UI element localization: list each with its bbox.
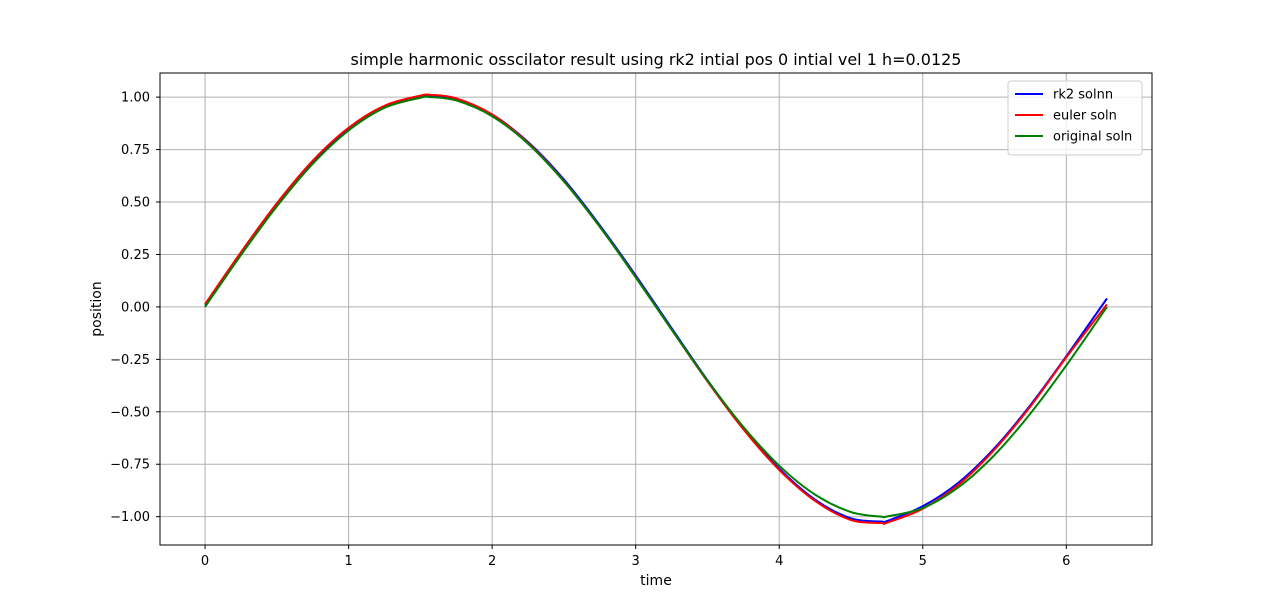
y-tick-label: 0.50: [121, 196, 150, 211]
y-tick-label: 0.75: [121, 143, 150, 158]
y-tick-label: 0.00: [121, 300, 150, 315]
x-tick-label: 1: [344, 554, 352, 569]
legend-label-euler-soln: euler soln: [1053, 109, 1117, 124]
legend-label-rk2-solnn: rk2 solnn: [1053, 88, 1113, 103]
chart-title: simple harmonic osscilator result using …: [351, 50, 962, 69]
x-axis-label: time: [640, 573, 672, 589]
x-tick-label: 0: [201, 554, 209, 569]
x-tick-label: 6: [1062, 554, 1070, 569]
legend-label-original-soln: original soln: [1053, 130, 1132, 145]
y-tick-label: −0.75: [110, 458, 150, 473]
x-tick-label: 2: [488, 554, 496, 569]
ticks: 0 1 2 3 4 5 6 1.00 0.75 0.50 0.25 0.00 −0.25 −0.50 −0.…: [110, 91, 1070, 569]
y-tick-label: 1.00: [121, 91, 150, 106]
y-tick-label: −1.00: [110, 510, 150, 525]
y-tick-label: 0.25: [121, 248, 150, 263]
legend: rk2 solnn euler soln original soln: [1007, 80, 1143, 156]
x-tick-label: 5: [919, 554, 927, 569]
series-layer: [204, 93, 1108, 525]
axes-frame: [159, 72, 1153, 546]
y-tick-label: −0.25: [110, 353, 150, 368]
series-line-original-soln: [204, 95, 1108, 519]
x-tick-label: 4: [775, 554, 783, 569]
y-tick-label: −0.50: [110, 405, 150, 420]
x-tick-label: 3: [632, 554, 640, 569]
y-axis-label: position: [89, 281, 105, 336]
